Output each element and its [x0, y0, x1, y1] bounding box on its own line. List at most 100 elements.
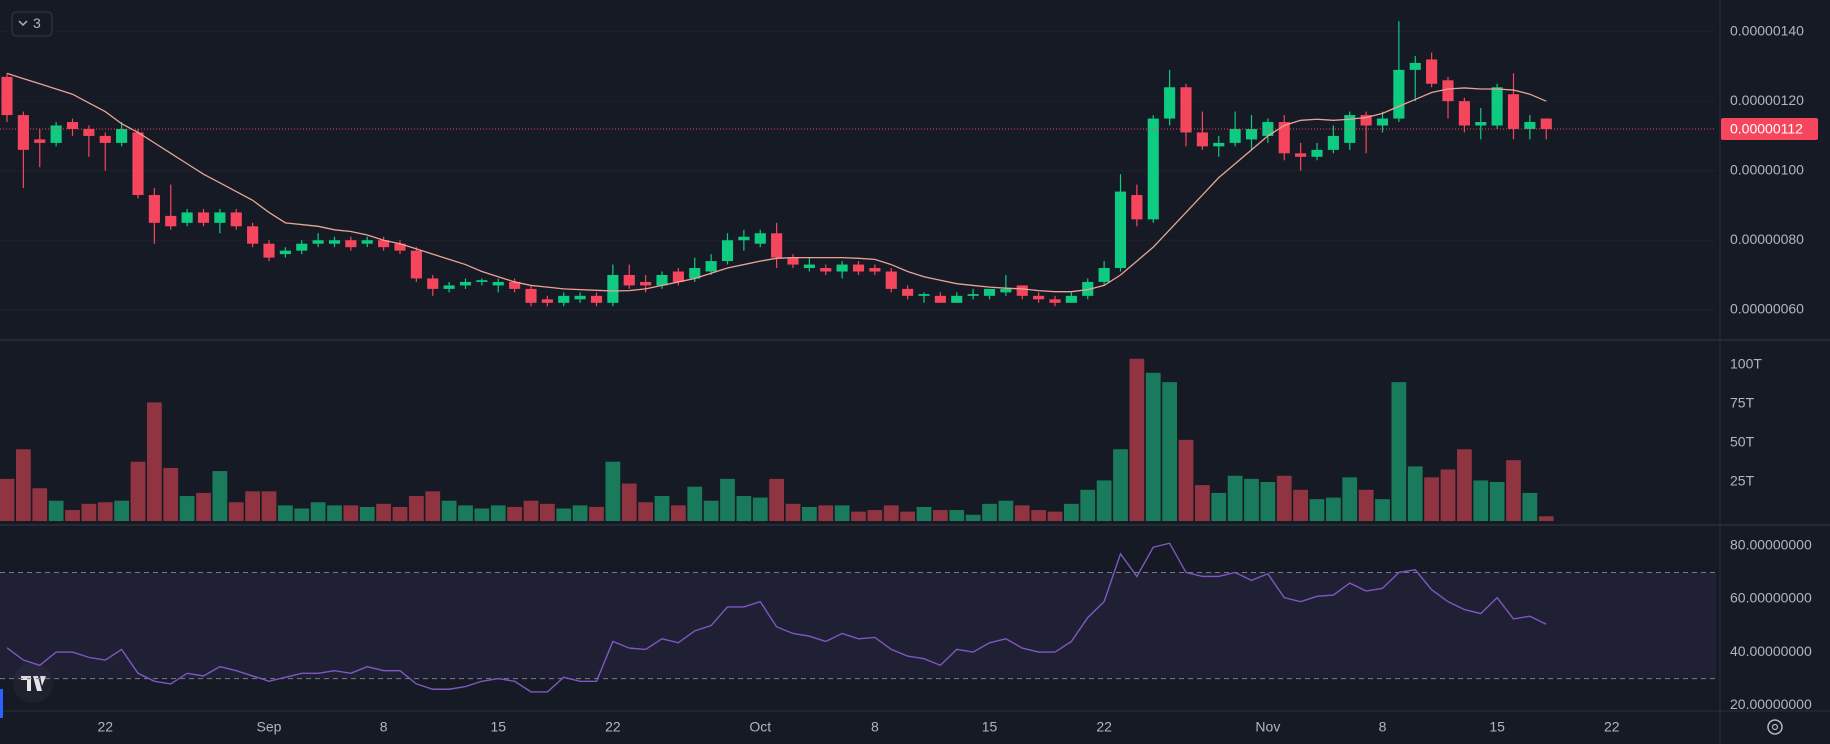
- volume-bar: [1522, 492, 1538, 521]
- volume-bar: [638, 502, 654, 521]
- candle-body: [214, 212, 226, 223]
- candle-body: [951, 295, 963, 303]
- settings-button[interactable]: [1767, 719, 1783, 735]
- volume-bar: [228, 502, 244, 521]
- candle-body: [1376, 118, 1389, 126]
- candle-body: [1213, 142, 1225, 147]
- volume-bar: [48, 500, 64, 521]
- volume-bar: [179, 496, 195, 521]
- candle-body: [1475, 122, 1487, 126]
- moving-average-line: [6, 72, 1547, 293]
- candle-body: [1360, 115, 1372, 126]
- candle-body: [1458, 101, 1470, 126]
- y-tick-label: 40.00000000: [1730, 643, 1812, 659]
- candle-body: [803, 264, 815, 269]
- volume-bar: [900, 511, 916, 521]
- x-tick-label: 15: [1489, 719, 1505, 735]
- candle-body: [869, 268, 881, 272]
- candle-body: [672, 271, 684, 282]
- candle-body: [116, 128, 128, 143]
- volume-bar: [310, 502, 326, 521]
- candle-body: [1098, 268, 1110, 282]
- rsi-line: [6, 542, 1547, 693]
- volume-bar: [1440, 469, 1456, 521]
- candle-body: [165, 215, 177, 227]
- volume-bar: [1129, 358, 1145, 521]
- candle-body: [1327, 135, 1339, 150]
- candle-body: [590, 295, 603, 303]
- x-tick-label: 8: [1379, 719, 1387, 735]
- volume-bar: [441, 500, 457, 521]
- volume-bar: [507, 506, 523, 521]
- candle-body: [230, 212, 242, 227]
- candle-body: [836, 264, 848, 272]
- candle-body: [1196, 132, 1208, 147]
- indicator-toggle[interactable]: 3: [11, 11, 53, 37]
- volume-bar: [703, 500, 719, 521]
- volume-bar: [523, 500, 539, 521]
- candle-body: [492, 281, 504, 286]
- volume-bar: [1014, 505, 1030, 521]
- y-tick-label: 0.00000140: [1730, 22, 1804, 38]
- candle-body: [983, 288, 996, 296]
- volume-bar: [65, 510, 80, 521]
- candle-body: [1180, 87, 1192, 133]
- candle-body: [427, 278, 439, 289]
- candle-body: [296, 243, 308, 251]
- volume-bar: [327, 505, 342, 521]
- volume-bar: [834, 505, 850, 521]
- volume-bar: [114, 500, 130, 521]
- volume-bar: [130, 461, 146, 521]
- candle-body: [410, 250, 422, 279]
- candle-body: [1262, 122, 1274, 136]
- candle-body: [1524, 122, 1536, 129]
- volume-bar: [883, 505, 899, 521]
- volume-bar: [621, 483, 637, 521]
- volume-bar: [1538, 516, 1554, 521]
- x-tick-label: 15: [490, 719, 506, 735]
- volume-bar: [867, 510, 883, 521]
- volume-bar: [261, 491, 277, 521]
- candle-body: [1426, 59, 1438, 84]
- volume-bar: [801, 506, 817, 521]
- candle-body: [181, 212, 193, 223]
- volume-bar: [1358, 489, 1374, 521]
- volume-bar: [15, 449, 31, 521]
- volume-bar: [687, 486, 703, 521]
- candle-body: [361, 240, 373, 244]
- rsi-band: [0, 572, 1716, 679]
- candle-body: [1147, 118, 1159, 220]
- y-tick-label: 0.00000060: [1730, 300, 1804, 316]
- candle-body: [443, 285, 455, 289]
- tradingview-logo[interactable]: [13, 663, 53, 703]
- candle-body: [574, 295, 586, 300]
- x-tick-label: Nov: [1255, 719, 1280, 735]
- volume-bar: [0, 478, 15, 521]
- candle-body: [132, 132, 144, 196]
- candle-body: [312, 240, 324, 244]
- candle-body: [1278, 122, 1290, 154]
- volume-bar: [1063, 503, 1079, 521]
- candle-body: [1164, 87, 1176, 119]
- volume-bar: [1391, 382, 1407, 521]
- candle-body: [885, 271, 897, 289]
- candle-body: [1540, 118, 1552, 129]
- toggle-box[interactable]: [11, 11, 53, 37]
- volume-bar: [408, 496, 424, 521]
- candle-body: [34, 139, 46, 143]
- volume-bar: [392, 506, 408, 521]
- volume-bar: [851, 511, 866, 521]
- y-tick-label: 0.00000100: [1730, 161, 1804, 177]
- candle-body: [50, 125, 62, 143]
- gear-icon[interactable]: [1767, 719, 1783, 735]
- logo-circle[interactable]: [13, 663, 53, 703]
- volume-bar: [736, 496, 752, 521]
- last-price-box: [1721, 117, 1818, 140]
- candle-body: [918, 294, 930, 296]
- volume-bar: [1506, 460, 1521, 521]
- candle-body: [525, 288, 537, 303]
- volume-bar: [245, 491, 261, 521]
- volume-bar: [670, 505, 686, 521]
- x-tick-label: 22: [97, 719, 113, 735]
